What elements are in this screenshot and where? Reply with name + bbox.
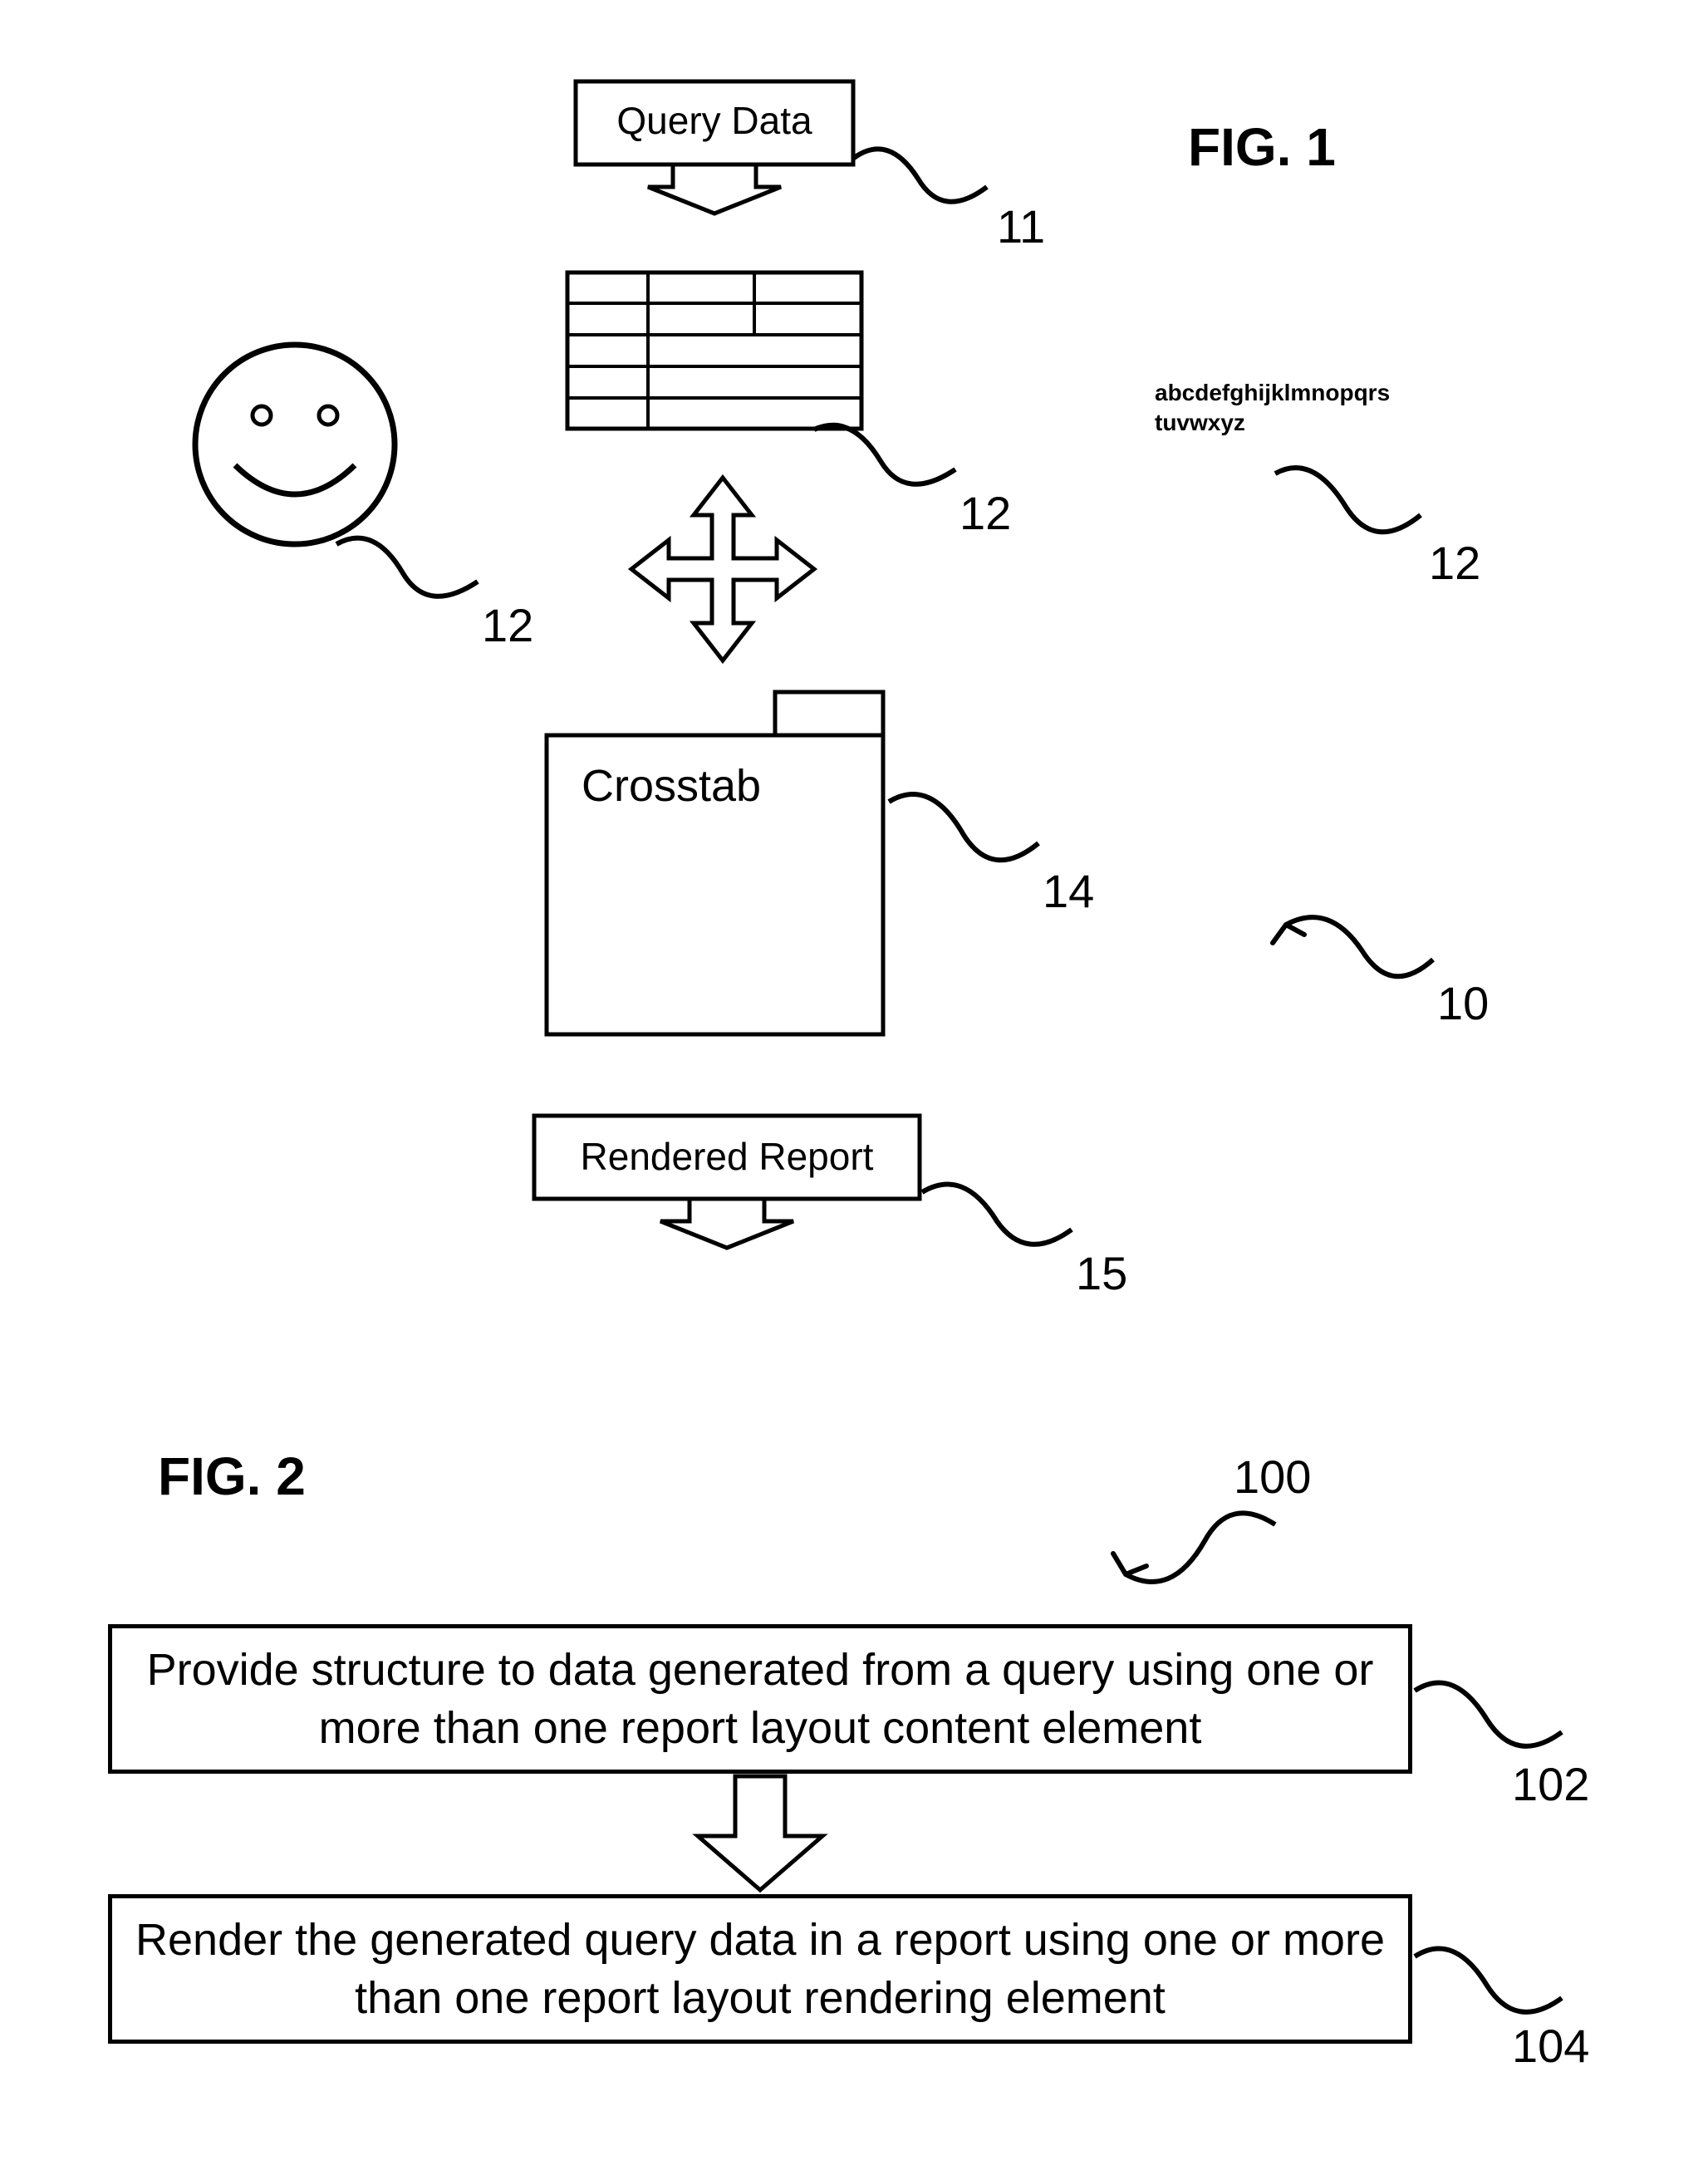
fig2-label: FIG. 2 xyxy=(158,1446,306,1507)
ref-100: 100 xyxy=(1234,1450,1311,1504)
ref-12-table: 12 xyxy=(960,486,1011,540)
alphabet-text: abcdefghijklmnopqrs tuvwxyz xyxy=(1155,378,1445,439)
squiggle-11 xyxy=(847,141,997,224)
ref-11: 11 xyxy=(997,199,1045,253)
ref-12-alpha: 12 xyxy=(1429,536,1480,590)
squiggle-12-alpha xyxy=(1263,461,1429,561)
cross-arrow-icon xyxy=(627,474,818,665)
flow-box-104-text: Render the generated query data in a rep… xyxy=(129,1911,1391,2027)
squiggle-14 xyxy=(881,789,1047,889)
ref-15: 15 xyxy=(1076,1246,1127,1300)
flow-box-102-text: Provide structure to data generated from… xyxy=(129,1641,1391,1757)
squiggle-10 xyxy=(1263,901,1445,1018)
squiggle-12-table xyxy=(806,420,964,511)
smiley-face xyxy=(187,336,403,552)
ref-12-smiley: 12 xyxy=(482,598,533,652)
rendered-report-text: Rendered Report xyxy=(540,1134,914,1179)
diagram-page: FIG. 1 Query Data 11 12 12 xyxy=(0,0,1708,2165)
flow-box-104: Render the generated query data in a rep… xyxy=(108,1894,1412,2044)
ref-10: 10 xyxy=(1437,976,1489,1030)
query-data-text: Query Data xyxy=(582,98,847,143)
down-arrow-icon xyxy=(685,1774,835,1894)
flow-box-102: Provide structure to data generated from… xyxy=(108,1624,1412,1774)
ref-104: 104 xyxy=(1512,2019,1589,2073)
alphabet-line1: abcdefghijklmnopqrs xyxy=(1155,380,1390,405)
ref-14: 14 xyxy=(1043,864,1094,918)
crosstab-folder xyxy=(544,690,893,1038)
table-grid xyxy=(565,270,864,432)
ref-102: 102 xyxy=(1512,1757,1589,1811)
squiggle-12-smiley xyxy=(328,532,486,623)
alphabet-line2: tuvwxyz xyxy=(1155,410,1245,435)
crosstab-text: Crosstab xyxy=(582,760,761,812)
fig1-label: FIG. 1 xyxy=(1188,116,1336,178)
squiggle-15 xyxy=(914,1180,1080,1271)
